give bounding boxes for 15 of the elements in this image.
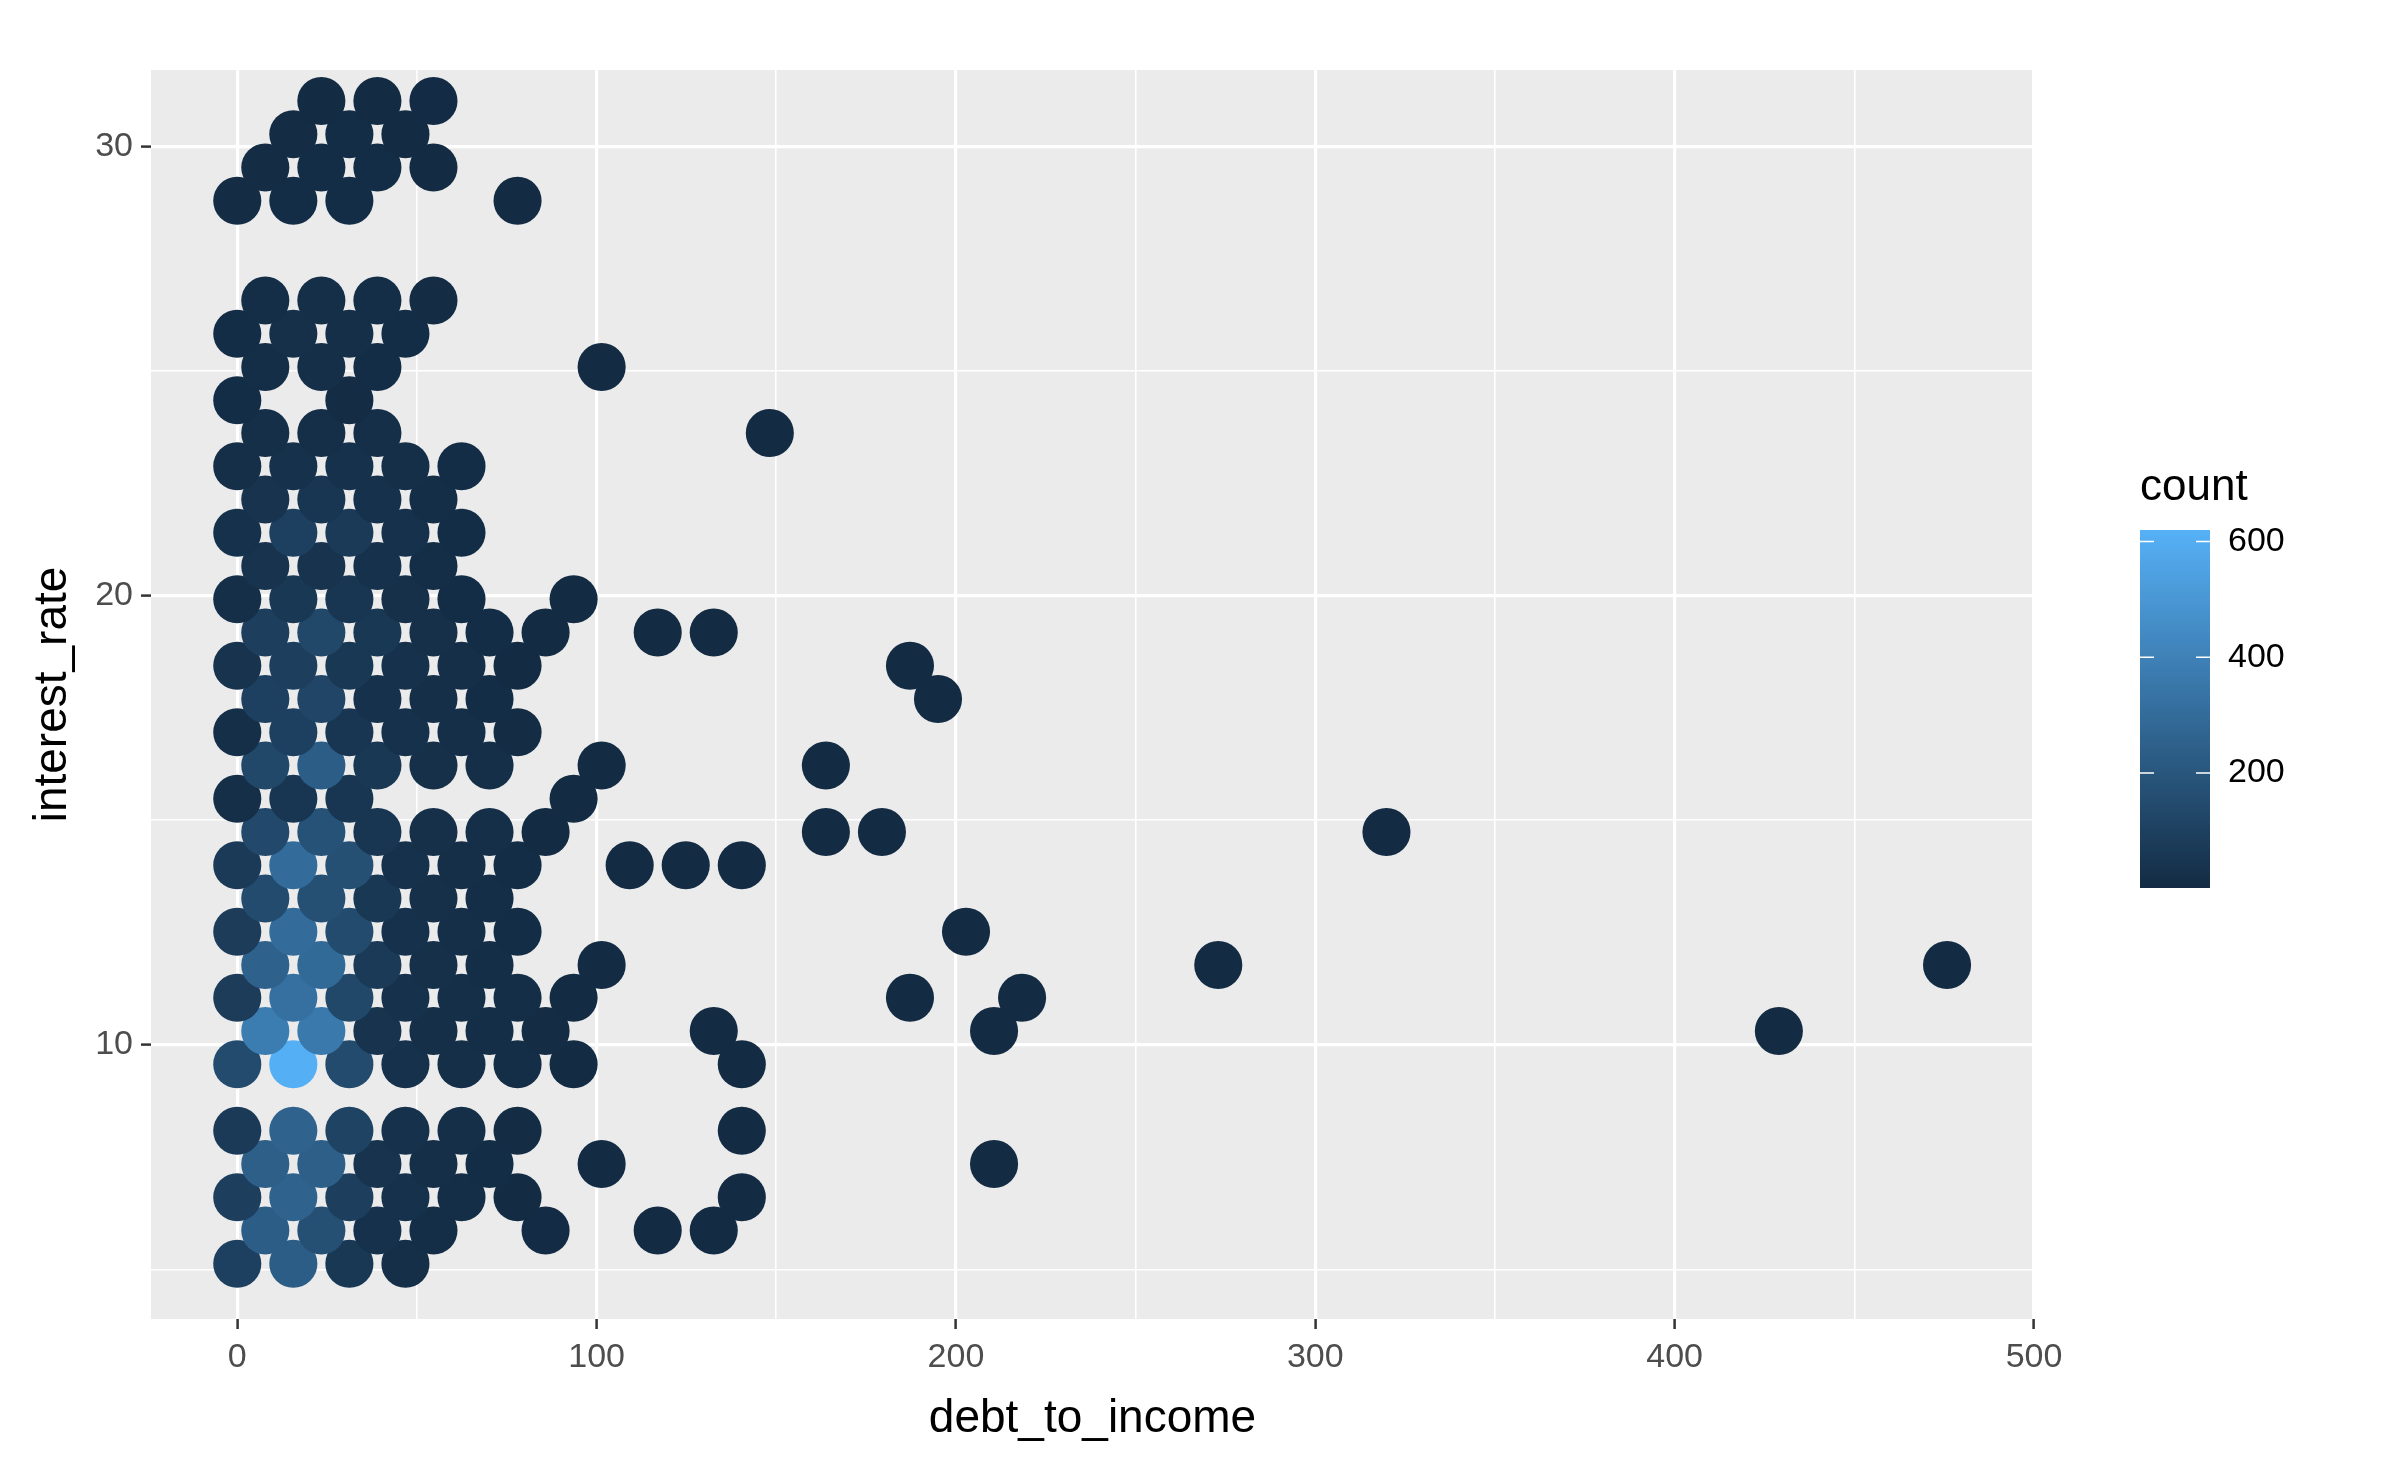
y-tick-label: 30 [95,124,134,163]
x-axis-title: debt_to_income [928,1390,1257,1443]
x-tick-label: 0 [227,1335,247,1374]
x-tick-label: 400 [1646,1335,1704,1374]
x-tick-label: 300 [1286,1335,1344,1374]
y-axis-title: interest_rate [24,566,77,823]
x-tick-label: 500 [2005,1335,2063,1374]
y-tick-label: 20 [95,574,134,613]
y-tick-label: 10 [95,1023,134,1062]
x-tick-label: 100 [568,1335,625,1374]
x-tick-label: 200 [927,1335,985,1374]
color-bar-label: 600 [2228,519,2285,558]
color-bar-label: 400 [2228,635,2285,674]
color-bar-title: count [2140,460,2248,509]
color-bar-label: 200 [2228,751,2285,790]
